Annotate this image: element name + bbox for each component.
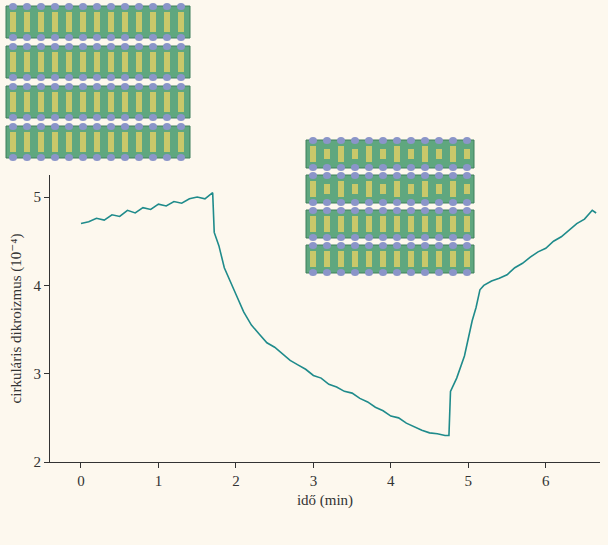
svg-text:6: 6 [542,473,550,489]
svg-text:0: 0 [77,473,85,489]
svg-text:3: 3 [310,473,318,489]
svg-text:idő (min): idő (min) [297,492,353,509]
svg-text:cirkuláris dikroizmus (10⁻⁴): cirkuláris dikroizmus (10⁻⁴) [8,234,25,404]
svg-text:4: 4 [387,473,395,489]
svg-text:5: 5 [34,189,42,205]
svg-text:1: 1 [155,473,163,489]
svg-text:5: 5 [465,473,473,489]
svg-text:4: 4 [34,278,42,294]
svg-text:2: 2 [34,454,42,470]
svg-text:2: 2 [232,473,240,489]
svg-text:3: 3 [34,366,42,382]
